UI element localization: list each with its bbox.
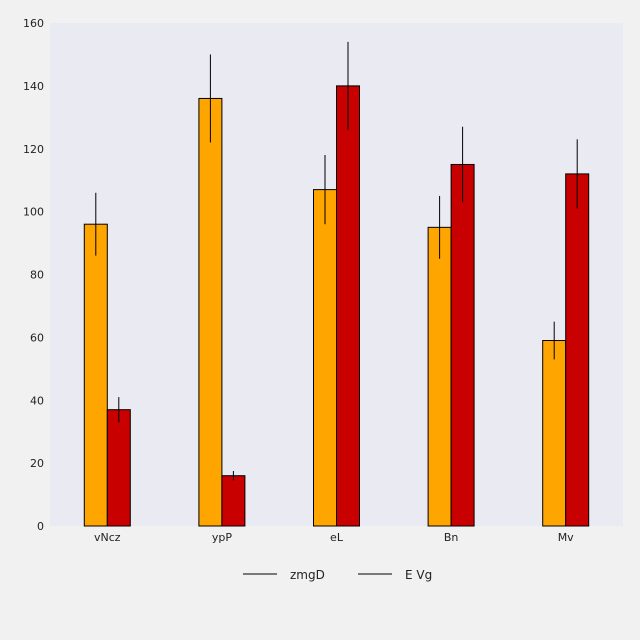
y-tick-label: 140 [23, 80, 44, 93]
legend-label: E Vg [405, 568, 432, 582]
x-tick-label: vNcz [94, 531, 121, 544]
bar [198, 97, 223, 527]
bar [313, 189, 337, 527]
y-tick-label: 40 [30, 394, 44, 407]
x-tick-label: eL [330, 531, 344, 544]
bar [565, 173, 590, 527]
error-bars [95, 41, 578, 481]
y-tick-label: 120 [23, 143, 44, 156]
bar [106, 409, 131, 527]
x-axis: vNcz ypP eL Bn Mv [94, 531, 574, 544]
bar [450, 163, 475, 527]
bar [221, 475, 246, 527]
y-tick-label: 60 [30, 331, 44, 344]
y-tick-label: 160 [23, 17, 44, 30]
bar [427, 226, 452, 527]
x-tick-label: Bn [444, 531, 459, 544]
x-tick-label: ypP [212, 531, 232, 544]
bar [336, 85, 360, 527]
y-tick-label: 100 [23, 206, 44, 219]
legend-label: zmgD [290, 568, 325, 582]
bars [83, 85, 590, 527]
y-axis: 0 20 40 60 80 100 120 140 160 [23, 17, 44, 533]
legend: zmgD E Vg [243, 568, 432, 582]
y-tick-label: 0 [37, 520, 44, 533]
x-tick-label: Mv [558, 531, 574, 544]
y-tick-label: 20 [30, 457, 44, 470]
bar [542, 340, 567, 527]
y-tick-label: 80 [30, 269, 44, 282]
bar [83, 223, 108, 527]
